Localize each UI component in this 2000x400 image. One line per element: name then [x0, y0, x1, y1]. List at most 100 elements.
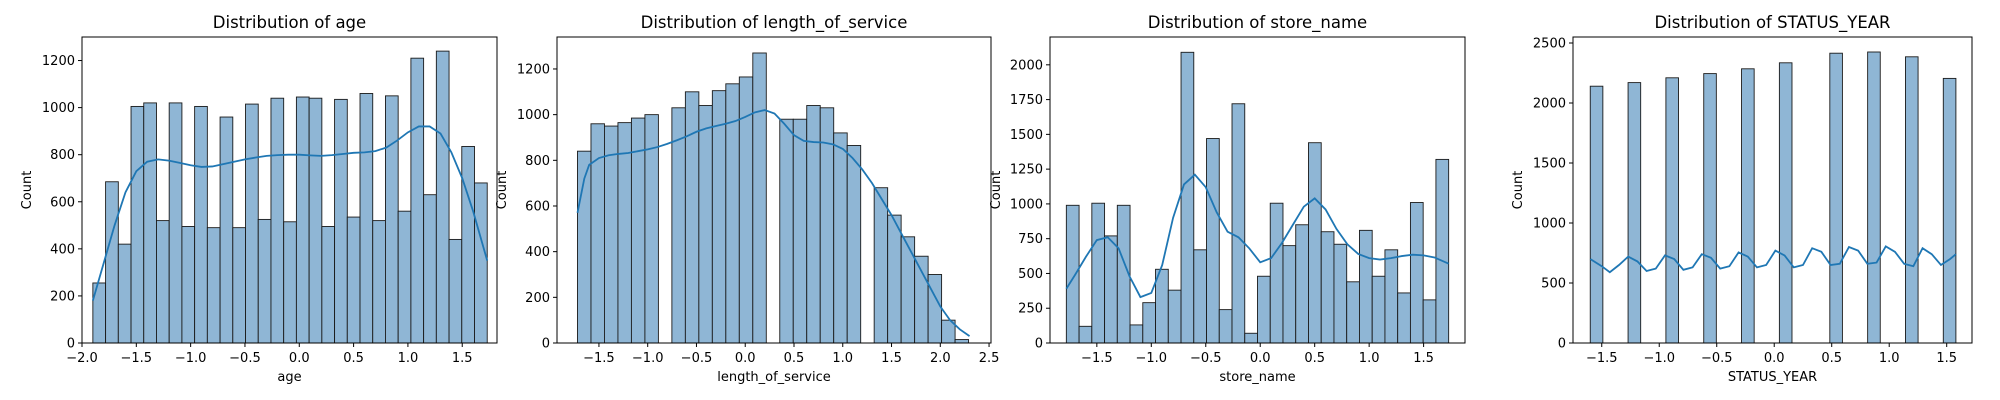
- x-tick-label: −1.5: [583, 351, 615, 366]
- y-tick-label: 1200: [42, 54, 75, 69]
- histogram-bar: [1422, 299, 1437, 344]
- histogram-bars: [92, 50, 488, 344]
- histogram-bar: [105, 181, 119, 344]
- y-tick-label: 1000: [1010, 197, 1043, 212]
- histogram-bar: [1589, 85, 1604, 344]
- kde-line: [91, 125, 489, 301]
- x-tick-label: 1.0: [1879, 351, 1900, 366]
- histogram-bar: [671, 107, 686, 344]
- subplot-status-year: −1.5 −1.0 −0.5 0.0 0.5 1.0 1.5 0 500 1000 1500 2000…: [1511, 13, 1973, 385]
- histogram-bar: [206, 227, 221, 344]
- x-tick-label: −1.0: [1643, 351, 1675, 366]
- histogram-bar: [1269, 202, 1284, 344]
- x-tick-label: 2.0: [930, 351, 951, 366]
- histogram-bar: [711, 90, 727, 344]
- histogram-bar: [1180, 51, 1195, 344]
- y-axis-label: Count: [1511, 171, 1526, 210]
- y-axis-label: Count: [989, 171, 1004, 210]
- y-tick-label: 2000: [1010, 58, 1043, 73]
- kde-line: [576, 109, 971, 337]
- histogram-bars: [1589, 51, 1957, 344]
- histogram-bar: [308, 97, 323, 344]
- y-tick-label: 400: [50, 242, 75, 257]
- histogram-bar: [1905, 56, 1919, 344]
- x-axis-label: age: [277, 370, 301, 385]
- histogram-bar: [1308, 142, 1322, 344]
- y-tick-label: 200: [50, 289, 75, 304]
- histogram-bar: [1333, 243, 1348, 344]
- histogram-bar: [1091, 202, 1106, 344]
- histogram-bar: [779, 118, 794, 344]
- histogram-bar: [1435, 158, 1450, 344]
- x-tick-label: −1.0: [175, 351, 207, 366]
- histogram-bar: [698, 105, 713, 344]
- y-tick-label: 2500: [1533, 37, 1566, 52]
- y-tick-label: 500: [1018, 267, 1043, 282]
- histogram-bar: [130, 105, 145, 344]
- histogram-bar: [1167, 289, 1182, 344]
- x-tick-label: 1.5: [881, 351, 902, 366]
- x-tick-label: 1.0: [1359, 351, 1380, 366]
- y-tick-label: 0: [542, 337, 550, 352]
- histogram-bar: [1358, 229, 1373, 344]
- y-axis-ticks: 0 250 500 750 1000 1250 1500 1750 2000: [1010, 58, 1050, 352]
- x-tick-label: 1.5: [1413, 351, 1434, 366]
- y-tick-label: 1250: [1010, 163, 1043, 178]
- histogram-bar: [1155, 268, 1169, 344]
- histogram-bar: [461, 145, 475, 344]
- x-tick-label: −0.5: [681, 351, 713, 366]
- y-axis-label: Count: [20, 171, 35, 210]
- histogram-bar: [194, 105, 208, 344]
- histogram-bar: [1741, 68, 1755, 344]
- y-tick-label: 0: [1035, 337, 1043, 352]
- x-tick-label: 2.5: [979, 351, 1000, 366]
- x-tick-label: 0.0: [1764, 351, 1785, 366]
- y-tick-label: 750: [1018, 232, 1043, 247]
- histogram-bar: [448, 238, 463, 344]
- chart-title: Distribution of store_name: [1148, 13, 1367, 33]
- x-tick-label: −1.5: [1081, 351, 1113, 366]
- histogram-bar: [181, 226, 196, 344]
- y-tick-label: 800: [50, 148, 75, 163]
- x-tick-label: 0.5: [784, 351, 805, 366]
- histogram-bar: [1384, 249, 1399, 344]
- histogram-bar: [232, 227, 246, 344]
- histogram-bar: [1193, 249, 1207, 344]
- x-tick-label: 0.0: [1250, 351, 1271, 366]
- x-tick-label: −2.0: [66, 351, 98, 366]
- x-tick-label: −0.5: [1190, 351, 1222, 366]
- x-tick-label: −1.5: [1586, 351, 1618, 366]
- x-axis-ticks: −1.5 −1.0 −0.5 0.0 0.5 1.0 1.5: [1081, 343, 1434, 366]
- histogram-bar: [1282, 245, 1297, 344]
- histogram-bar: [954, 339, 970, 344]
- histogram-bar: [846, 145, 862, 344]
- axes-frame: [1049, 36, 1466, 344]
- y-tick-label: 1500: [1533, 157, 1566, 172]
- histogram-bar: [604, 125, 619, 344]
- histogram-bar: [385, 95, 399, 344]
- kde-line: [1589, 245, 1957, 274]
- histogram-bar: [1142, 302, 1156, 344]
- axes-frame: [556, 36, 992, 344]
- y-tick-label: 800: [525, 154, 550, 169]
- kde-line: [1065, 173, 1450, 299]
- histogram-bar: [346, 216, 361, 344]
- x-tick-label: 0.5: [1821, 351, 1842, 366]
- histogram-bar: [1231, 103, 1246, 344]
- histogram-bar: [1703, 73, 1717, 344]
- y-tick-label: 0: [67, 337, 75, 352]
- histogram-bar: [1218, 309, 1233, 344]
- y-tick-label: 1000: [517, 108, 550, 123]
- histogram-bar: [1206, 138, 1220, 344]
- x-axis-ticks: −1.5 −1.0 −0.5 0.0 0.5 1.0 1.5: [1586, 343, 1957, 366]
- axes-frame: [1572, 36, 1973, 344]
- x-tick-label: 0.0: [735, 351, 756, 366]
- histogram-bar: [245, 103, 259, 344]
- histogram-bars: [577, 52, 970, 344]
- histogram-bar: [1257, 275, 1271, 344]
- histogram-bar: [1129, 324, 1144, 344]
- subplot-age: −2.0 −1.5 −1.0 −0.5 0.0 0.5 1.0 1.5 0 200 400 600 80…: [20, 13, 498, 385]
- y-tick-label: 2000: [1533, 97, 1566, 112]
- x-axis-label: store_name: [1219, 370, 1295, 385]
- y-axis-label: Count: [495, 171, 510, 210]
